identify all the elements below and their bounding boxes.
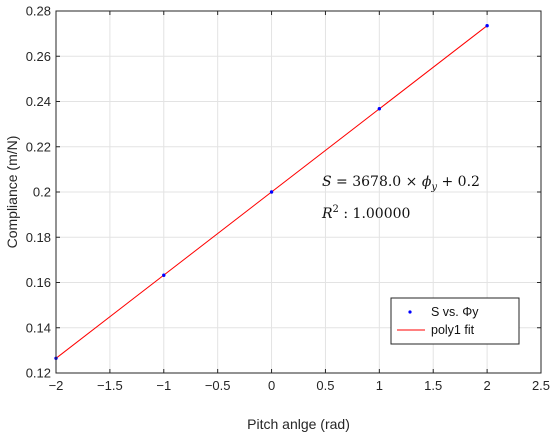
- equation-rhs-suffix: + 0.2: [437, 174, 480, 190]
- legend-marker-points: [408, 310, 412, 314]
- y-tick-label: 0.16: [26, 275, 51, 290]
- x-tick-label: 0.5: [316, 378, 334, 393]
- equation-phi: ϕ: [422, 174, 432, 190]
- y-tick-label: 0.24: [26, 94, 51, 109]
- y-tick-label: 0.12: [26, 366, 51, 381]
- y-tick-label: 0.2: [33, 185, 51, 200]
- legend-box: [390, 297, 520, 345]
- data-point: [269, 190, 274, 194]
- data-point: [485, 24, 489, 28]
- x-tick-label: −2: [49, 378, 64, 393]
- y-tick-label: 0.18: [26, 230, 51, 245]
- data-point: [377, 107, 382, 111]
- equation-phi-sub: y: [430, 182, 437, 193]
- y-tick-label: 0.22: [26, 139, 51, 154]
- x-tick-label: −0.5: [205, 378, 231, 393]
- y-axis-label: Compliance (m/N): [4, 136, 20, 249]
- x-tick-label: 1.5: [424, 378, 442, 393]
- r-squared-base: R: [321, 206, 333, 222]
- legend-label-points: S vs. Φy: [431, 305, 479, 319]
- equation-rhs-prefix: = 3678.0 ×: [332, 174, 422, 190]
- data-point: [162, 273, 166, 277]
- x-tick-label: 2: [483, 378, 490, 393]
- r-squared-value: : 1.00000: [339, 206, 411, 222]
- x-tick-label: 1: [376, 378, 383, 393]
- legend-label-fit: poly1 fit: [431, 323, 475, 337]
- equation-lhs: S: [322, 174, 332, 190]
- x-tick-label: −1: [156, 378, 171, 393]
- y-tick-label: 0.14: [26, 320, 51, 335]
- x-tick-label: 2.5: [532, 378, 550, 393]
- legend: S vs. Φy poly1 fit: [390, 297, 520, 345]
- y-tick-label: 0.26: [26, 49, 51, 64]
- x-axis-label: Pitch anlge (rad): [247, 416, 350, 432]
- equation-annotation: S = 3678.0 × ϕy + 0.2: [322, 174, 480, 193]
- r-squared-exponent: 2: [333, 204, 339, 215]
- ticks: −2 −1.5 −1 −0.5 0 0.5 1 1.5 2 2.5 0.12 0.14 0.16 0.18…: [26, 4, 550, 394]
- r-squared-annotation: R2 : 1.00000: [321, 204, 410, 222]
- x-tick-label: 0: [268, 378, 275, 393]
- x-tick-label: −1.5: [97, 378, 123, 393]
- y-tick-label: 0.28: [26, 4, 51, 19]
